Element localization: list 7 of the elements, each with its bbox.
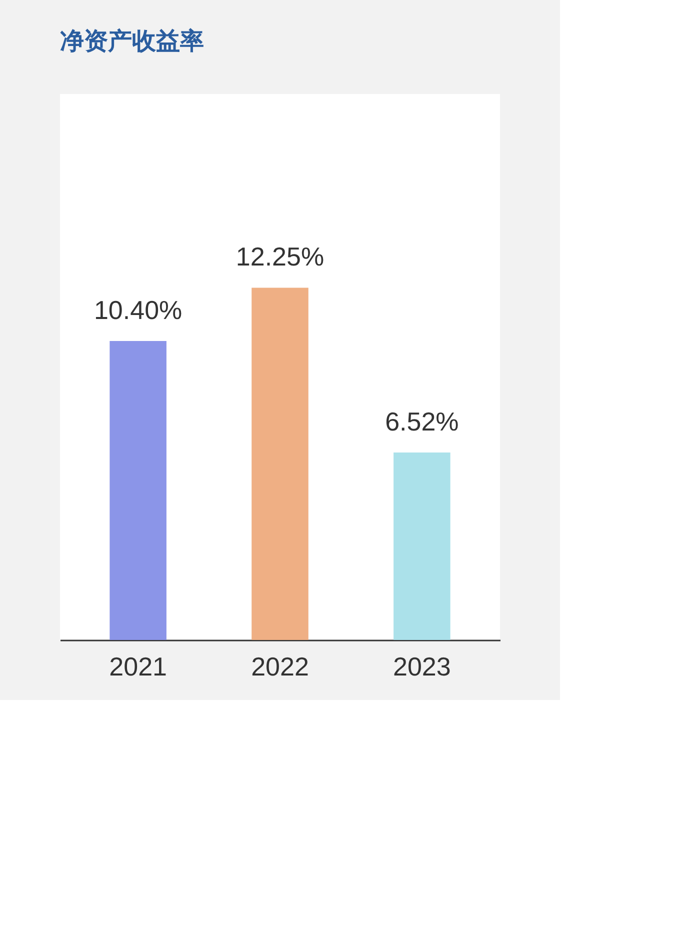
data-label: 10.40% xyxy=(94,294,182,325)
x-tick-label: 2022 xyxy=(251,652,309,682)
data-label: 6.52% xyxy=(385,406,459,437)
x-tick-label: 2021 xyxy=(109,652,167,682)
x-tick-label: 2023 xyxy=(393,652,451,682)
chart-title: 净资产收益率 xyxy=(60,28,204,55)
data-label: 12.25% xyxy=(236,242,324,272)
